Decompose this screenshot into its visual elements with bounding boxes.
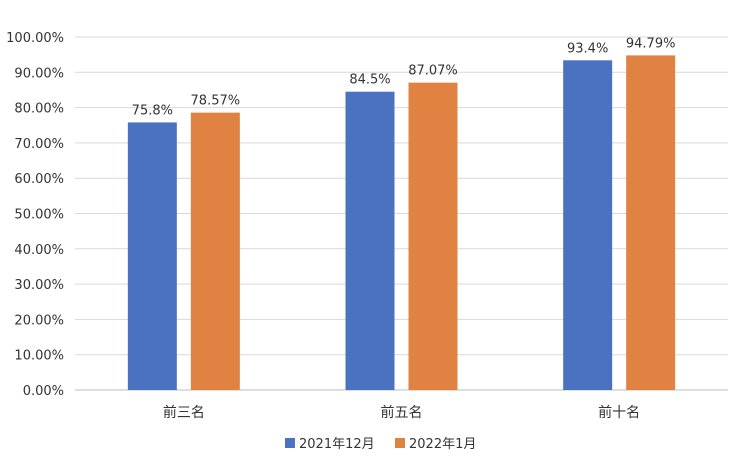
bar (127, 122, 177, 391)
y-tick-label: 50.00% (14, 208, 64, 223)
data-label: 75.8% (132, 103, 173, 118)
bar (408, 82, 458, 391)
y-tick-label: 70.00% (14, 137, 64, 152)
legend-swatch (285, 438, 295, 448)
legend-label: 2022年1月 (409, 437, 476, 452)
x-category-label: 前五名 (381, 404, 423, 421)
y-tick-label: 0.00% (23, 384, 64, 399)
legend-label: 2021年12月 (299, 437, 375, 452)
data-label: 78.57% (191, 94, 241, 109)
y-tick-label: 10.00% (14, 349, 64, 364)
y-tick-label: 20.00% (14, 313, 64, 328)
y-tick-label: 100.00% (6, 31, 64, 46)
bar (345, 91, 395, 390)
y-tick-label: 90.00% (14, 66, 64, 81)
data-label: 84.5% (349, 73, 390, 88)
y-tick-label: 60.00% (14, 172, 64, 187)
data-label: 93.4% (567, 41, 608, 56)
x-category-label: 前十名 (598, 404, 640, 421)
data-label: 94.79% (626, 36, 676, 51)
y-tick-label: 40.00% (14, 243, 64, 258)
bar (563, 60, 613, 390)
x-category-label: 前三名 (163, 404, 205, 421)
bar (626, 55, 676, 391)
bar (190, 112, 240, 391)
y-tick-label: 80.00% (14, 102, 64, 117)
legend-swatch (395, 438, 405, 448)
data-label: 87.07% (408, 64, 458, 79)
y-tick-label: 30.00% (14, 278, 64, 293)
